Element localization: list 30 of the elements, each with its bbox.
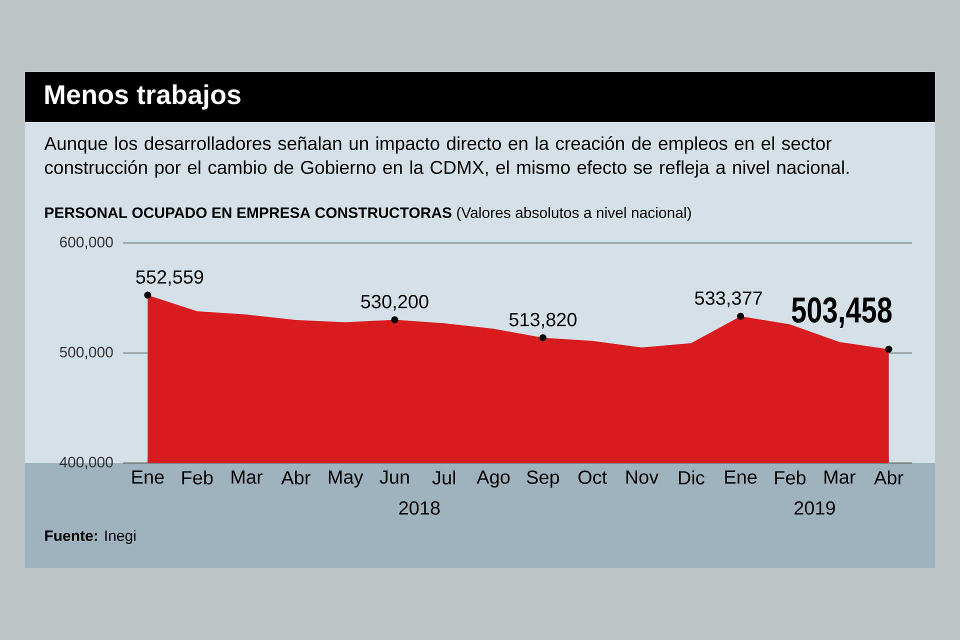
data-label: 503,458	[792, 297, 892, 328]
chart-subtitle: Aunque los desarrolladores señalan un impacto directo en la creación de empleos en el sector construcción por el cambio de Gobierno en la CDMX, el mismo efecto se refleja a nivel nacional.	[44, 136, 848, 178]
x-tick-label: May	[328, 470, 364, 488]
y-tick-label: 400,000	[60, 456, 113, 470]
x-tick-label: Jul	[432, 470, 456, 484]
x-tick-label: Feb	[775, 470, 806, 484]
text: 2018	[399, 501, 440, 515]
x-tick-label: Ago	[476, 470, 510, 488]
x-tick-label: Mar	[824, 470, 856, 484]
data-label: 533,377	[694, 291, 762, 308]
y-tick-label: 600,000	[60, 236, 113, 250]
x-tick-label: Feb	[182, 470, 213, 484]
x-tick-label: Ene	[725, 470, 757, 484]
x-tick-label: Nov	[626, 470, 659, 484]
x-tick-label: Abr	[281, 470, 310, 484]
x-tick-label: Mar	[232, 470, 263, 484]
text: PERSONAL OCUPADO EN EMPRESA CONSTRUCTORAS (Valores absolutos a nivel nacional)	[45, 207, 691, 221]
x-tick-label: Dic	[679, 470, 704, 484]
x-tick-label: Abr	[874, 470, 904, 484]
x-tick-label: Oct	[578, 470, 608, 484]
data-label: 552,559	[136, 270, 204, 286]
x-tick-label: Jun	[380, 470, 409, 484]
y-tick-label: 500,000	[60, 346, 113, 360]
chart-title: Menos trabajos	[45, 84, 240, 110]
text: Fuente: Inegi	[45, 530, 136, 544]
x-tick-label: Sep	[526, 470, 560, 488]
x-tick-label: Ene	[132, 470, 164, 484]
text: 2019	[794, 501, 835, 515]
data-label: 513,820	[509, 312, 577, 329]
data-label: 530,200	[361, 294, 428, 311]
